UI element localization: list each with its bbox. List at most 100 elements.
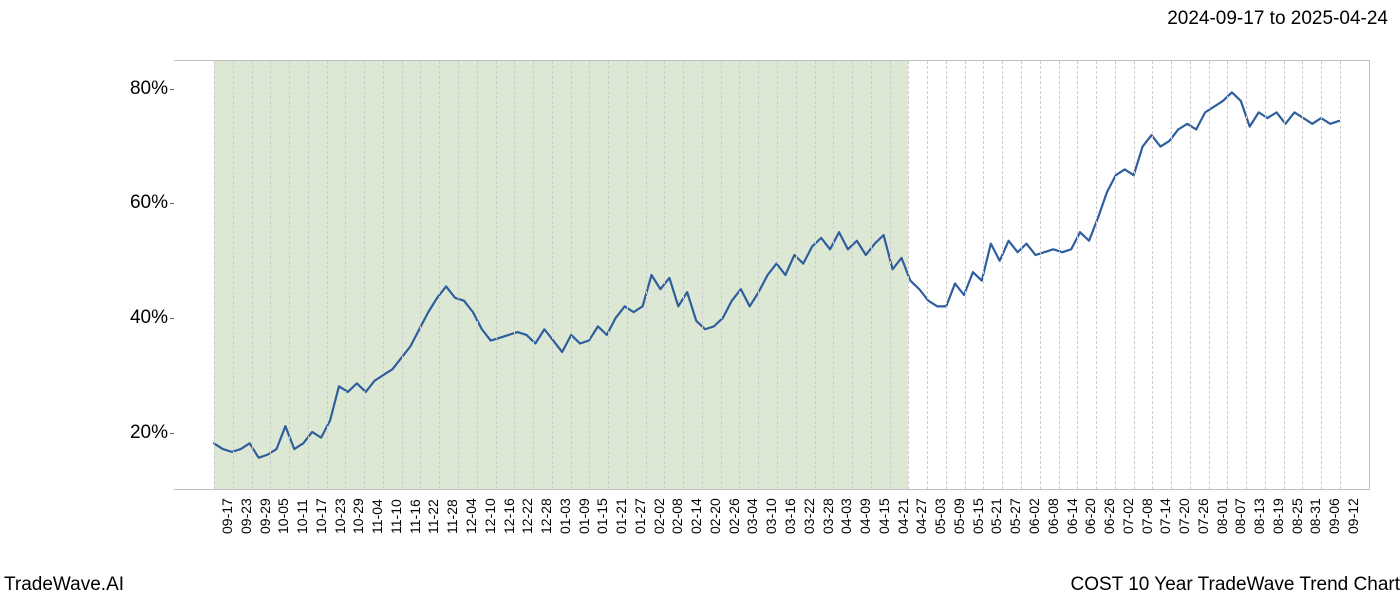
x-gridline bbox=[946, 61, 947, 489]
x-gridline bbox=[758, 61, 759, 489]
x-axis-label: 07-20 bbox=[1176, 498, 1192, 534]
plot-area bbox=[174, 60, 1370, 490]
x-gridline bbox=[1284, 61, 1285, 489]
x-axis-label: 11-10 bbox=[388, 499, 404, 534]
x-gridline bbox=[1040, 61, 1041, 489]
x-gridline bbox=[364, 61, 365, 489]
x-axis-label: 07-02 bbox=[1120, 498, 1136, 534]
y-axis-tick bbox=[170, 203, 174, 204]
x-gridline bbox=[514, 61, 515, 489]
x-gridline bbox=[1077, 61, 1078, 489]
x-axis-label: 01-27 bbox=[632, 498, 648, 534]
x-gridline bbox=[589, 61, 590, 489]
x-gridline bbox=[721, 61, 722, 489]
x-axis-label: 01-15 bbox=[594, 498, 610, 534]
x-axis-label: 01-21 bbox=[613, 498, 629, 534]
x-axis-label: 09-17 bbox=[219, 498, 235, 534]
x-gridline bbox=[458, 61, 459, 489]
x-gridline bbox=[908, 61, 909, 489]
date-range-label: 2024-09-17 to 2025-04-24 bbox=[1167, 8, 1388, 30]
x-axis-label: 10-11 bbox=[294, 499, 310, 534]
x-gridline bbox=[833, 61, 834, 489]
x-axis-label: 11-16 bbox=[407, 499, 423, 534]
x-axis-label: 10-23 bbox=[332, 498, 348, 534]
x-gridline bbox=[420, 61, 421, 489]
x-gridline bbox=[345, 61, 346, 489]
x-axis-label: 02-08 bbox=[669, 498, 685, 534]
x-gridline bbox=[1321, 61, 1322, 489]
x-gridline bbox=[1171, 61, 1172, 489]
x-gridline bbox=[1340, 61, 1341, 489]
x-gridline bbox=[1115, 61, 1116, 489]
y-axis-tick bbox=[170, 89, 174, 90]
x-gridline bbox=[1096, 61, 1097, 489]
x-axis-label: 04-03 bbox=[838, 498, 854, 534]
x-gridline bbox=[1059, 61, 1060, 489]
y-axis-tick bbox=[170, 433, 174, 434]
x-axis-label: 06-14 bbox=[1064, 498, 1080, 534]
x-axis-label: 08-25 bbox=[1289, 498, 1305, 534]
x-axis-label: 02-26 bbox=[726, 498, 742, 534]
x-axis-label: 08-13 bbox=[1251, 498, 1267, 534]
x-gridline bbox=[1002, 61, 1003, 489]
x-axis-label: 10-29 bbox=[350, 498, 366, 534]
x-gridline bbox=[702, 61, 703, 489]
x-gridline bbox=[777, 61, 778, 489]
x-axis-label: 04-27 bbox=[913, 498, 929, 534]
x-axis-label: 05-03 bbox=[932, 498, 948, 534]
y-axis-tick bbox=[170, 318, 174, 319]
x-gridline bbox=[289, 61, 290, 489]
x-axis-label: 12-04 bbox=[463, 498, 479, 534]
x-axis-label: 11-28 bbox=[444, 499, 460, 534]
x-gridline bbox=[252, 61, 253, 489]
y-axis-label: 20% bbox=[130, 422, 168, 444]
x-gridline bbox=[1246, 61, 1247, 489]
x-axis-label: 09-06 bbox=[1326, 498, 1342, 534]
x-axis-label: 03-28 bbox=[820, 498, 836, 534]
x-axis-label: 05-21 bbox=[988, 498, 1004, 534]
x-gridline bbox=[852, 61, 853, 489]
x-gridline bbox=[1152, 61, 1153, 489]
x-axis-label: 12-16 bbox=[501, 498, 517, 534]
x-gridline bbox=[308, 61, 309, 489]
x-gridline bbox=[402, 61, 403, 489]
x-axis-label: 02-14 bbox=[688, 498, 704, 534]
x-axis-label: 09-12 bbox=[1345, 498, 1361, 534]
x-axis-label: 10-17 bbox=[313, 498, 329, 534]
x-axis-label: 05-27 bbox=[1007, 498, 1023, 534]
x-gridline bbox=[1302, 61, 1303, 489]
footer-title: COST 10 Year TradeWave Trend Chart bbox=[1070, 574, 1400, 596]
x-gridline bbox=[1190, 61, 1191, 489]
x-axis-label: 04-15 bbox=[876, 498, 892, 534]
x-axis-label: 02-20 bbox=[707, 498, 723, 534]
x-axis-label: 05-15 bbox=[970, 498, 986, 534]
x-axis-label: 12-28 bbox=[538, 498, 554, 534]
x-axis-label: 06-20 bbox=[1082, 498, 1098, 534]
x-axis-label: 08-19 bbox=[1270, 498, 1286, 534]
x-gridline bbox=[533, 61, 534, 489]
x-axis-label: 10-05 bbox=[275, 498, 291, 534]
x-axis-label: 03-22 bbox=[801, 498, 817, 534]
x-axis-label: 03-16 bbox=[782, 498, 798, 534]
x-gridline bbox=[890, 61, 891, 489]
x-gridline bbox=[270, 61, 271, 489]
x-gridline bbox=[815, 61, 816, 489]
x-axis-label: 08-07 bbox=[1232, 498, 1248, 534]
x-axis-label: 07-08 bbox=[1139, 498, 1155, 534]
x-gridline bbox=[983, 61, 984, 489]
x-axis-label: 05-09 bbox=[951, 498, 967, 534]
x-gridline bbox=[927, 61, 928, 489]
x-axis-label: 01-03 bbox=[557, 498, 573, 534]
x-axis-label: 06-08 bbox=[1045, 498, 1061, 534]
x-gridline bbox=[571, 61, 572, 489]
x-gridline bbox=[214, 61, 215, 489]
x-axis-label: 03-04 bbox=[744, 498, 760, 534]
x-axis-label: 12-10 bbox=[482, 498, 498, 534]
x-gridline bbox=[383, 61, 384, 489]
x-gridline bbox=[1021, 61, 1022, 489]
x-gridline bbox=[796, 61, 797, 489]
x-axis-label: 04-09 bbox=[857, 498, 873, 534]
y-axis-label: 40% bbox=[130, 307, 168, 329]
x-axis-label: 07-14 bbox=[1157, 498, 1173, 534]
x-gridline bbox=[552, 61, 553, 489]
